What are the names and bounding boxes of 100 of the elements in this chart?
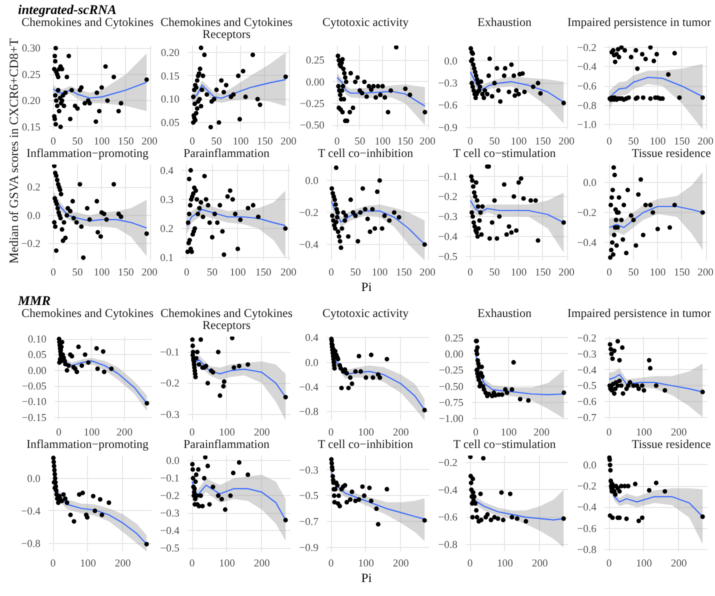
y-tick-label: 0.3	[160, 194, 174, 206]
y-tick-label: −0.1	[438, 172, 458, 183]
x-tick-label: 200	[670, 558, 687, 570]
x-tick-label: 200	[698, 268, 714, 278]
x-tick-label: 150	[534, 136, 551, 148]
x-tick-label: 150	[674, 136, 690, 148]
y-tick-label: −0.3	[160, 508, 180, 520]
y-tick-label: 0.0	[444, 56, 458, 68]
x-tick-label: 0	[50, 268, 56, 278]
x-tick-label: 200	[532, 558, 548, 570]
x-tick-label: 200	[142, 136, 158, 148]
y-tick-label: −0.6	[577, 396, 598, 408]
x-tick-label: 100	[636, 558, 652, 570]
y-tick-label: 0.1	[160, 253, 174, 264]
chart-title: Parainflammation	[184, 437, 270, 451]
y-tick-label: −0.2	[438, 192, 458, 203]
chart-title: Parainflammation	[184, 146, 270, 160]
y-tick-label: 0.4	[305, 333, 320, 344]
y-tick-label: 0.00	[306, 77, 325, 88]
y-tick-label: −0.4	[577, 238, 598, 249]
x-tick-label: 100	[374, 136, 391, 148]
chart-title: Inflammation−promoting	[26, 437, 149, 451]
x-axis-title: Pi	[361, 279, 372, 296]
y-tick-label: −0.4	[577, 62, 598, 74]
y-tick-label: −0.50	[438, 382, 464, 393]
x-tick-label: 100	[94, 136, 110, 148]
y-tick-label: −0.8	[21, 538, 41, 550]
x-tick-label: 150	[118, 268, 134, 278]
x-tick-label: 200	[114, 558, 131, 570]
x-tick-label: 200	[670, 428, 687, 438]
x-tick-label: 50	[354, 136, 366, 148]
x-tick-label: 200	[116, 428, 133, 438]
y-tick-label: −1.00	[438, 414, 464, 426]
y-tick-label: −1.0	[577, 120, 597, 132]
x-tick-label: 0	[468, 268, 473, 278]
x-tick-label: 0	[189, 558, 195, 570]
y-tick-label: 0.2	[160, 224, 174, 235]
x-tick-label: 50	[206, 268, 218, 278]
y-tick-label: −0.25	[300, 99, 325, 110]
y-tick-label: 0.0	[305, 358, 319, 369]
x-tick-label: 100	[358, 428, 374, 438]
y-tick-label: 0.10	[160, 94, 180, 106]
text: integrated-scRNA	[18, 2, 116, 17]
y-tick-label: 0.20	[22, 96, 41, 108]
x-tick-label: 150	[397, 136, 414, 148]
y-tick-label: 0.0	[27, 474, 41, 485]
x-tick-label: 0	[190, 136, 195, 148]
chart-title: Cytotoxic activity	[322, 306, 409, 320]
chart-title: Cytotoxic activity	[322, 15, 409, 29]
x-tick-label: 100	[510, 136, 527, 148]
y-tick-label: 0.0	[583, 460, 597, 472]
x-tick-label: 200	[698, 136, 714, 148]
y-tick-label: 0.4	[160, 166, 174, 177]
x-tick-label: 200	[392, 558, 409, 570]
x-tick-label: 0	[606, 428, 612, 438]
x-tick-label: 0	[473, 428, 478, 438]
x-tick-label: 0	[468, 136, 473, 148]
y-tick-label: 0.20	[160, 48, 180, 59]
y-tick-label: −0.2	[160, 378, 180, 390]
x-tick-label: 0	[606, 558, 612, 570]
y-tick-label: 0.25	[444, 333, 464, 344]
chart-title: Chemokines and Cytokines	[22, 306, 154, 320]
x-tick-label: 0	[189, 428, 195, 438]
y-tick-label: 0.2	[27, 182, 41, 194]
x-tick-label: 100	[218, 558, 235, 570]
y-tick-label: −0.2	[577, 208, 597, 219]
x-tick-label: 100	[358, 558, 374, 570]
chart-title: T cell co−stimulation	[453, 146, 556, 160]
chart-title: Chemokines and Cytokines Receptors	[160, 306, 292, 332]
x-tick-label: 50	[72, 136, 83, 148]
y-tick-label: −0.4	[438, 232, 458, 243]
x-axis-title: Pi	[361, 570, 372, 587]
y-tick-label: −0.2	[21, 239, 41, 250]
y-tick-label: −0.3	[438, 78, 458, 90]
chart-title: Impaired persistence in tumor	[567, 15, 711, 29]
y-tick-label: −0.2	[577, 482, 597, 493]
y-tick-label: −0.4	[21, 506, 42, 518]
chart-title: T cell co−stimulation	[453, 437, 556, 451]
x-tick-label: 50	[72, 268, 83, 278]
y-tick-label: −0.8	[438, 540, 458, 552]
y-tick-label: 0.15	[22, 122, 41, 134]
y-tick-label: −0.1	[160, 348, 180, 359]
x-tick-label: 100	[232, 136, 249, 148]
chart-title: T cell co−inhibition	[318, 437, 414, 451]
x-tick-label: 100	[650, 268, 666, 278]
y-tick-label: −0.2	[577, 334, 597, 345]
x-tick-label: 0	[467, 558, 473, 570]
x-tick-label: 100	[84, 428, 100, 438]
x-tick-label: 200	[392, 428, 409, 438]
y-tick-label: −0.2	[438, 458, 458, 469]
y-tick-label: −0.5	[299, 491, 319, 502]
chart-title: T cell co−inhibition	[318, 146, 414, 160]
y-tick-label: 0.0	[166, 456, 180, 468]
x-tick-label: 50	[489, 268, 500, 278]
x-tick-label: 150	[396, 268, 412, 278]
chart-title: Inflammation−promoting	[26, 146, 149, 160]
y-tick-label: 0.30	[22, 44, 41, 55]
y-tick-label: 0.0	[583, 178, 597, 189]
y-tick-label: −0.8	[577, 100, 597, 112]
x-tick-label: 200	[534, 428, 550, 438]
